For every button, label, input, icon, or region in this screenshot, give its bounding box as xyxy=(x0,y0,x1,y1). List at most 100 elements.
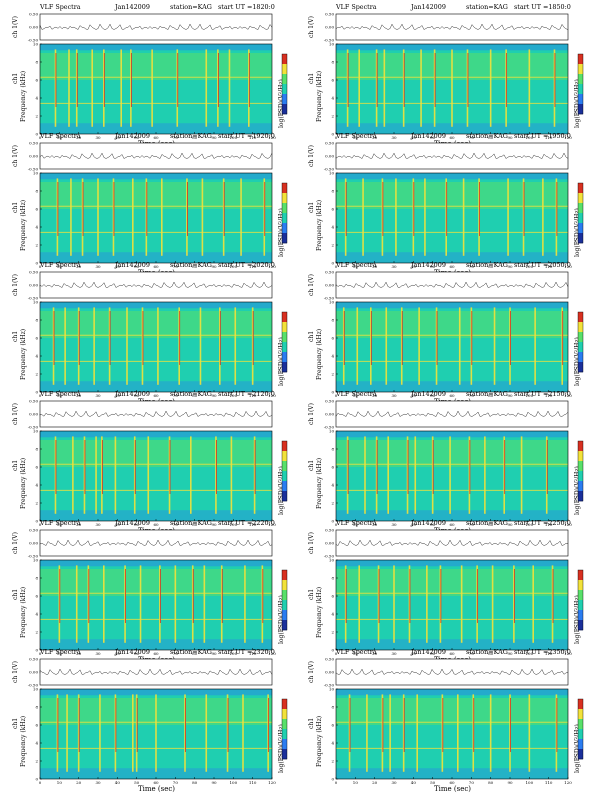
time-tick-label: 10 xyxy=(353,135,359,140)
colorbar-segment xyxy=(578,183,583,194)
channel-tick-label: -0.50 xyxy=(28,554,39,559)
channel-tick-label: 0.00 xyxy=(29,283,38,288)
frequency-tick-label: 8 xyxy=(35,705,38,710)
colorbar-segment xyxy=(282,461,287,472)
colorbar xyxy=(281,311,288,373)
time-tick-label: 30 xyxy=(95,522,101,527)
panel-start-time: start UT =2150:0 xyxy=(514,390,571,398)
frequency-tick-label: 0 xyxy=(331,519,334,524)
channel-tick-label: -0.50 xyxy=(324,38,335,43)
whistler-band xyxy=(40,569,272,596)
frequency-tick-label: 8 xyxy=(35,189,38,194)
panel-start-time: start UT =2250:0 xyxy=(514,519,571,527)
colorbar-segment xyxy=(578,491,583,502)
colorbar-segment xyxy=(282,491,287,502)
colorbar-segment xyxy=(578,233,583,244)
colorbar-segment xyxy=(578,699,583,710)
frequency-tick-label: 0 xyxy=(35,390,38,395)
channel-tick-label: 0.00 xyxy=(29,25,38,30)
spectrogram-panel: VLF Spectra Jan142009 station=KAG start UT … xyxy=(10,261,288,406)
channel-tick-label: 0.00 xyxy=(325,283,334,288)
frequency-tick-label: 10 xyxy=(33,558,39,563)
spectrogram-panel: VLF Spectra Jan142009 station=KAG start UT … xyxy=(306,519,584,664)
time-tick-label: 80 xyxy=(488,522,494,527)
frequency-tick-label: 2 xyxy=(331,501,334,506)
channel-tick-label: 0.50 xyxy=(325,270,334,275)
frequency-tick-label: 4 xyxy=(331,483,334,488)
frequency-tick-label: 6 xyxy=(331,465,334,470)
high-frequency-band xyxy=(336,302,568,309)
time-tick-label: 70 xyxy=(469,651,475,656)
panel-title: VLF Spectra xyxy=(40,648,81,656)
spectrogram-panel: VLF Spectra Jan142009 station=KAG start UT … xyxy=(306,261,584,406)
time-tick-label: 60 xyxy=(153,522,159,527)
time-tick-label: 60 xyxy=(449,264,455,269)
time-tick-label: 90 xyxy=(507,264,513,269)
time-tick-label: 80 xyxy=(488,135,494,140)
panel-station: station=KAG xyxy=(466,261,508,269)
time-tick-label: 40 xyxy=(411,522,417,527)
high-frequency-band xyxy=(336,44,568,51)
colorbar xyxy=(281,698,288,760)
panel-station: station=KAG xyxy=(170,261,212,269)
frequency-tick-label: 2 xyxy=(35,501,38,506)
time-axis-label: Time (sec) xyxy=(434,785,472,793)
time-tick-label: 90 xyxy=(507,135,513,140)
spectrogram-panel: VLF Spectra Jan142009 station=KAG start UT … xyxy=(306,133,584,277)
frequency-tick-label: 10 xyxy=(329,42,335,47)
time-tick-label: 0 xyxy=(335,264,338,269)
low-frequency-band xyxy=(40,768,272,779)
time-tick-label: 0 xyxy=(335,651,338,656)
colorbar-segment xyxy=(578,64,583,75)
frequency-tick-label: 2 xyxy=(35,630,38,635)
time-tick-label: 60 xyxy=(449,651,455,656)
time-tick-label: 70 xyxy=(173,651,179,656)
channel-timeseries-frame xyxy=(335,658,569,686)
frequency-tick-label: 0 xyxy=(35,132,38,137)
time-tick-label: 70 xyxy=(173,780,179,785)
panel-station: station=KAG xyxy=(170,132,212,140)
frequency-tick-label: 10 xyxy=(329,558,335,563)
colorbar-segment xyxy=(282,74,287,85)
colorbar-segment xyxy=(282,580,287,591)
panel-date: Jan142009 xyxy=(411,3,446,11)
time-tick-label: 40 xyxy=(115,264,121,269)
channel-tick-label: 0.50 xyxy=(325,399,334,404)
time-tick-label: 0 xyxy=(335,135,338,140)
colorbar-segment xyxy=(578,312,583,323)
colorbar-segment xyxy=(282,362,287,373)
panel-start-time: start UT =2350:0 xyxy=(514,648,571,656)
time-tick-label: 60 xyxy=(449,780,455,785)
channel-tick-label: -0.50 xyxy=(28,38,39,43)
frequency-tick-label: 8 xyxy=(35,576,38,581)
frequency-tick-label: 4 xyxy=(35,96,38,101)
panel-start-time: start UT =1920:0 xyxy=(218,132,275,140)
time-tick-label: 80 xyxy=(192,393,198,398)
panel-station: station=KAG xyxy=(466,519,508,527)
time-tick-label: 70 xyxy=(469,393,475,398)
time-tick-label: 0 xyxy=(39,264,42,269)
channel-tick-label: 0.00 xyxy=(29,541,38,546)
high-frequency-band xyxy=(336,173,568,180)
colorbar-segment xyxy=(578,441,583,452)
colorbar-segment xyxy=(578,729,583,740)
time-tick-label: 80 xyxy=(488,264,494,269)
frequency-tick-label: 6 xyxy=(35,336,38,341)
panel-date: Jan142009 xyxy=(115,519,150,527)
channel-timeseries-frame xyxy=(39,658,273,686)
colorbar xyxy=(577,182,584,244)
time-tick-label: 10 xyxy=(57,780,63,785)
colorbar-segment xyxy=(578,193,583,204)
colorbar-segment xyxy=(282,481,287,492)
frequency-tick-label: 6 xyxy=(331,336,334,341)
frequency-tick-label: 10 xyxy=(33,42,39,47)
spectrogram-panel: VLF Spectra Jan142009 station=KAG start UT … xyxy=(306,648,584,793)
panel-title: VLF Spectra xyxy=(40,132,81,140)
frequency-tick-label: 0 xyxy=(331,132,334,137)
colorbar-segment xyxy=(282,332,287,343)
time-tick-label: 60 xyxy=(153,264,159,269)
colorbar-segment xyxy=(282,223,287,234)
time-tick-label: 10 xyxy=(57,651,63,656)
